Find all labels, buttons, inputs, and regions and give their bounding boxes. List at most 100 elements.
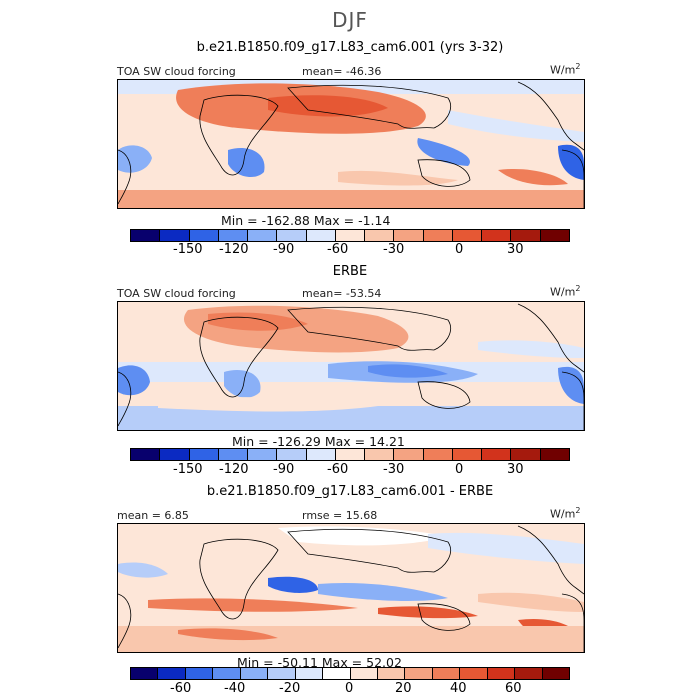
panel2-colorbar-swatch bbox=[189, 449, 219, 460]
panel2-asia-coast bbox=[287, 306, 451, 351]
panel3-tick: -40 bbox=[224, 681, 246, 696]
panel1-colorbar-swatch bbox=[540, 230, 569, 241]
panel2-map bbox=[117, 301, 585, 431]
panel1-colorbar-swatch bbox=[160, 230, 190, 241]
panel3-colorbar-swatch bbox=[487, 668, 516, 679]
panel3-satl-pos bbox=[178, 628, 278, 641]
panel2-colorbar bbox=[130, 448, 570, 461]
panel1-warm-pool bbox=[417, 138, 470, 166]
panel2-tick: -30 bbox=[383, 462, 405, 477]
panel2-title: ERBE bbox=[332, 264, 368, 279]
panel3-tick: 40 bbox=[450, 681, 467, 696]
panel3-colorbar bbox=[130, 667, 570, 680]
panel2-colorbar-swatch bbox=[248, 449, 278, 460]
panel3-colorbar-swatch bbox=[432, 668, 461, 679]
panel1-colorbar-swatch bbox=[452, 230, 483, 241]
panel2-colorbar-swatch bbox=[335, 449, 366, 460]
panel1-indian-ocean bbox=[338, 170, 458, 186]
panel2-samerica-left-coast bbox=[118, 371, 132, 427]
panel1-colorbar-swatch bbox=[248, 230, 278, 241]
panel1-mean: mean= -46.36 bbox=[302, 65, 382, 78]
panel3-mean: mean = 6.85 bbox=[117, 509, 189, 522]
panel1-colorbar-swatch bbox=[189, 230, 219, 241]
panel1-africa-coast bbox=[199, 94, 279, 176]
panel2-minmax: Min = -126.29 Max = 14.21 bbox=[232, 434, 405, 449]
panel2-colorbar-swatch bbox=[394, 449, 424, 460]
panel3-tick: -20 bbox=[279, 681, 301, 696]
panel1-colorbar-swatch bbox=[306, 230, 336, 241]
panel3-tick: 20 bbox=[395, 681, 412, 696]
panel2-australia-coast bbox=[417, 381, 471, 409]
panel1-tick: -120 bbox=[219, 242, 249, 257]
panel2-units: W/m2 bbox=[550, 284, 581, 299]
panel3-colorbar-swatch bbox=[268, 668, 296, 679]
panel3-epac-pos bbox=[478, 592, 584, 612]
panel3-rmse: rmse = 15.68 bbox=[302, 509, 378, 522]
panel1-australia-coast bbox=[417, 159, 471, 187]
panel2-colorbar-swatch bbox=[452, 449, 483, 460]
panel3-colorbar-swatch bbox=[213, 668, 241, 679]
panel1-units: W/m2 bbox=[550, 62, 581, 77]
panel3-natl-neg bbox=[118, 562, 168, 578]
panel2-central-africa bbox=[224, 370, 261, 398]
panel2-amazon-left bbox=[118, 365, 150, 396]
panel2-namerica-coast bbox=[517, 303, 584, 373]
panel2-npacific-band bbox=[478, 340, 584, 358]
panel2-colorbar-swatch bbox=[511, 449, 541, 460]
panel3-colorbar-swatch bbox=[240, 668, 269, 679]
panel1-title: b.e21.B1850.f09_g17.L83_cam6.001 (yrs 3-… bbox=[196, 40, 504, 55]
panel3-title: b.e21.B1850.f09_g17.L83_cam6.001 - ERBE bbox=[206, 484, 494, 499]
panel1-sepacific bbox=[498, 168, 568, 186]
panel3-africa-coast bbox=[199, 538, 279, 620]
panel1-tick: 0 bbox=[455, 242, 464, 257]
panel1-colorbar-swatch bbox=[365, 230, 395, 241]
panel1-tick: -30 bbox=[383, 242, 405, 257]
panel3-indian-neg bbox=[318, 582, 448, 601]
panel3-maritime-pos bbox=[378, 606, 478, 619]
panel1-tick: -90 bbox=[273, 242, 295, 257]
panel3-trop-pos-band bbox=[148, 598, 358, 612]
panel1-field-svg bbox=[118, 80, 584, 208]
panel3-australia-coast bbox=[417, 603, 471, 631]
panel2-colorbar-swatch bbox=[218, 449, 249, 460]
panel1-samerica-left-coast bbox=[118, 149, 132, 205]
panel2-field-svg bbox=[118, 302, 584, 430]
panel2-colorbar-swatch bbox=[131, 449, 161, 460]
panel1-southern-band bbox=[118, 190, 584, 208]
panel3-tick: 0 bbox=[345, 681, 354, 696]
panel3-colorbar-swatch bbox=[185, 668, 214, 679]
panel1-tick: 30 bbox=[507, 242, 524, 257]
panel2-colorbar-swatch bbox=[160, 449, 190, 460]
panel3-namerica-coast bbox=[517, 525, 584, 595]
panel2-amazon-right bbox=[558, 366, 584, 404]
panel3-asia-neutral bbox=[278, 526, 448, 546]
panel3-colorbar-swatch bbox=[350, 668, 378, 679]
panel3-colorbar-swatch bbox=[377, 668, 406, 679]
panel3-colorbar-swatch bbox=[460, 668, 488, 679]
panel2-warm-pool-core bbox=[368, 364, 448, 378]
panel1-minmax: Min = -162.88 Max = -1.14 bbox=[221, 213, 391, 228]
panel1-colorbar-swatch bbox=[482, 230, 512, 241]
panel1-colorbar bbox=[130, 229, 570, 242]
panel2-colorbar-swatch bbox=[482, 449, 512, 460]
panel3-minmax: Min = -50.11 Max = 52.02 bbox=[237, 655, 402, 670]
panel3-tick: -60 bbox=[170, 681, 192, 696]
panel2-tick: -90 bbox=[273, 462, 295, 477]
panel1-variable: TOA SW cloud forcing bbox=[117, 65, 236, 78]
panel3-colorbar-swatch bbox=[295, 668, 324, 679]
panel1-tick: -150 bbox=[173, 242, 203, 257]
panel3-colorbar-swatch bbox=[542, 668, 569, 679]
panel1-colorbar-swatch bbox=[335, 230, 366, 241]
panel2-africa-coast bbox=[199, 316, 279, 398]
panel1-tick: -60 bbox=[327, 242, 349, 257]
panel2-mean: mean= -53.54 bbox=[302, 287, 382, 300]
panel2-south-atlantic bbox=[158, 397, 378, 412]
panel2-tick: -60 bbox=[327, 462, 349, 477]
panel3-samerica-left-coast bbox=[118, 593, 132, 649]
panel2-variable: TOA SW cloud forcing bbox=[117, 287, 236, 300]
panel1-colorbar-swatch bbox=[277, 230, 307, 241]
panel2-tick: -120 bbox=[219, 462, 249, 477]
panel3-tick: 60 bbox=[505, 681, 522, 696]
panel3-arabian-sea-neg bbox=[268, 576, 318, 593]
panel1-colorbar-swatch bbox=[423, 230, 453, 241]
